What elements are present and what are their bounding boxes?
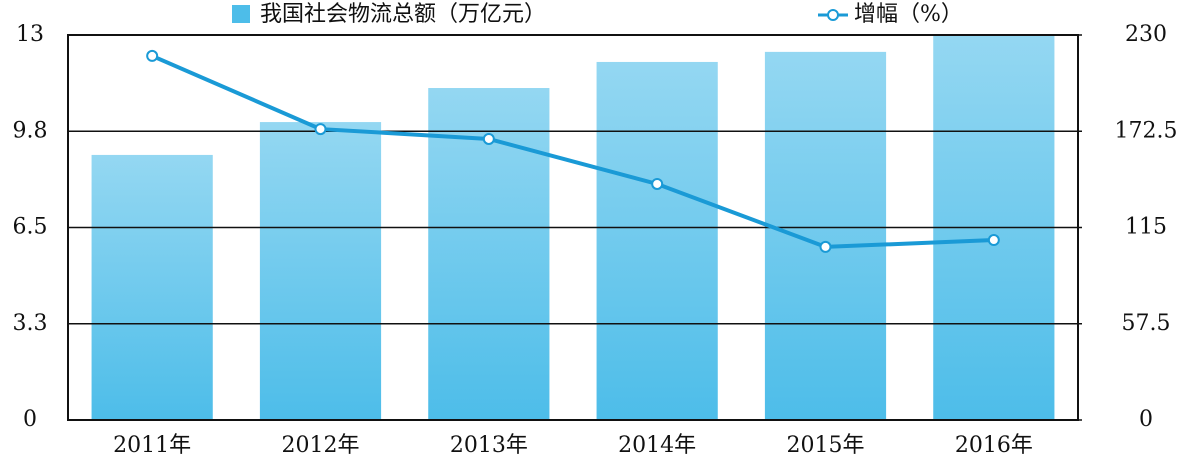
- y-tick-label: 6.5: [13, 215, 48, 240]
- y-tick-label: 9.8: [13, 118, 48, 143]
- y-tick-label: 0: [23, 407, 37, 432]
- bar: [91, 154, 213, 420]
- legend-marker: [827, 9, 839, 21]
- x-tick-label: 2013年: [450, 433, 528, 458]
- y2-tick-label: 115: [1125, 215, 1167, 240]
- plot-frame: [67, 34, 1079, 421]
- line-point: [146, 49, 159, 62]
- line-point: [819, 240, 832, 253]
- y-tick-label: 13: [16, 22, 44, 47]
- bar: [764, 51, 887, 420]
- legend-label: 我国社会物流总额（万亿元）: [260, 2, 546, 27]
- legend-marker: [232, 5, 250, 23]
- line-point: [987, 234, 1000, 247]
- x-tick-label: 2011年: [113, 433, 191, 458]
- y2-tick-label: 57.5: [1122, 311, 1171, 336]
- line-point: [482, 132, 495, 145]
- x-tick-label: 2014年: [618, 433, 696, 458]
- y2-tick-label: 172.5: [1115, 118, 1178, 143]
- legend-label: 增幅（%）: [854, 2, 963, 27]
- bar: [259, 122, 382, 421]
- x-tick-label: 2015年: [787, 433, 865, 458]
- line-point: [314, 123, 327, 136]
- x-tick-label: 2016年: [955, 433, 1033, 458]
- y-tick-label: 3.3: [13, 311, 48, 336]
- line-point: [651, 177, 664, 190]
- y2-tick-label: 0: [1139, 407, 1153, 432]
- line: [151, 54, 994, 249]
- x-tick-label: 2012年: [282, 433, 360, 458]
- y2-tick-label: 230: [1125, 22, 1167, 47]
- bar: [596, 61, 718, 420]
- legend: 我国社会物流总额（万亿元） 增幅（%）: [232, 2, 963, 27]
